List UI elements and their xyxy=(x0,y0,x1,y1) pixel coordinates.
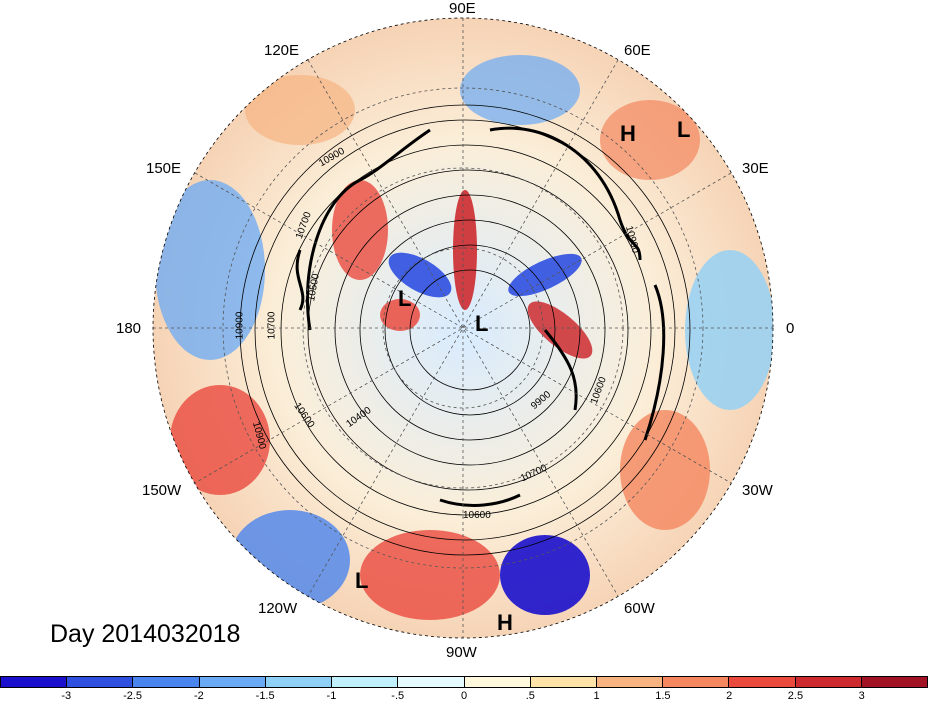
lon-label-90e: 90E xyxy=(449,0,476,17)
high-marker: H xyxy=(620,121,636,146)
colorbar-swatch xyxy=(530,676,597,688)
colorbar-tick-label: -1.5 xyxy=(255,690,275,702)
graticule xyxy=(153,18,773,638)
colorbar xyxy=(0,676,928,688)
high-marker: H xyxy=(497,610,513,635)
low-marker: L xyxy=(677,117,691,142)
colorbar-tick-label: 1.5 xyxy=(655,690,671,702)
colorbar-swatch xyxy=(861,676,928,688)
lon-label-60w: 60W xyxy=(624,600,655,617)
colorbar-tick-label: -.5 xyxy=(391,690,405,702)
lon-label-60e: 60E xyxy=(624,42,651,59)
low-marker: L xyxy=(355,568,369,593)
low-marker: L xyxy=(475,311,489,336)
date-title: Day 2014032018 xyxy=(50,620,241,648)
colorbar-swatch xyxy=(67,676,134,688)
colorbar-swatch xyxy=(596,676,664,688)
colorbar-tick-label: .5 xyxy=(525,690,535,702)
colorbar-tick-label: 0 xyxy=(460,690,468,702)
colorbar-swatch xyxy=(729,676,796,688)
lon-label-120w: 120W xyxy=(258,600,298,617)
colorbar-tick-label: -2.5 xyxy=(123,690,143,702)
colorbar-swatch xyxy=(464,676,531,688)
colorbar-tick-label: 1 xyxy=(593,690,600,702)
colorbar-swatch xyxy=(0,676,68,688)
lon-label-30w: 30W xyxy=(742,482,773,499)
colorbar-tick-label: 3 xyxy=(858,690,865,702)
low-marker: L xyxy=(398,286,412,311)
colorbar-swatch xyxy=(199,676,266,688)
contour-label: 10700 xyxy=(266,311,278,340)
colorbar-swatch xyxy=(398,676,465,688)
colorbar-tick-label: 2.5 xyxy=(787,690,804,702)
colorbar-tick-label: -3 xyxy=(61,690,72,702)
colorbar-swatch xyxy=(795,676,862,688)
lon-label-150w: 150W xyxy=(142,482,182,499)
lon-label-0: 0 xyxy=(786,320,795,337)
contour-label: 10600 xyxy=(463,510,491,521)
height-contours xyxy=(239,104,691,556)
jet-stream-contours xyxy=(295,126,666,507)
colorbar-swatch xyxy=(663,676,730,688)
contour-label: 10900 xyxy=(234,311,246,340)
colorbar-tick-label: 2 xyxy=(726,690,733,702)
lon-label-120e: 120E xyxy=(264,42,300,59)
lon-label-180: 180 xyxy=(116,320,142,337)
colorbar-tick-label: -1 xyxy=(326,690,337,702)
lon-label-150e: 150E xyxy=(146,160,182,177)
colorbar-swatch xyxy=(332,676,399,688)
colorbar-swatch xyxy=(133,676,200,688)
map-boundary xyxy=(152,17,774,639)
colorbar-tick-label: -2 xyxy=(193,690,204,702)
lon-label-30e: 30E xyxy=(742,160,769,177)
lon-label-90w: 90W xyxy=(446,644,477,661)
colorbar-swatch xyxy=(265,676,333,688)
